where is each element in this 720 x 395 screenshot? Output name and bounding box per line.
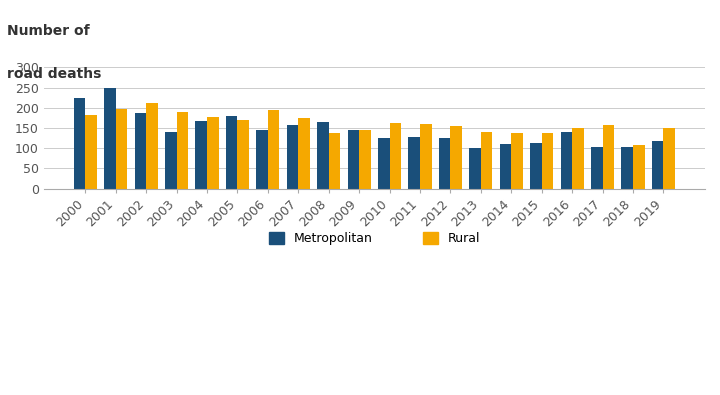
Bar — [378, 139, 390, 188]
Bar — [86, 115, 97, 188]
Bar — [390, 123, 401, 188]
Bar — [165, 132, 176, 188]
Bar — [196, 121, 207, 188]
Bar — [359, 130, 371, 188]
Bar — [104, 88, 116, 188]
Text: Number of: Number of — [7, 24, 90, 38]
Bar — [256, 130, 268, 188]
Bar — [663, 128, 675, 188]
Bar — [603, 125, 614, 188]
Bar — [561, 132, 572, 188]
Bar — [287, 125, 298, 188]
Text: road deaths: road deaths — [7, 67, 102, 81]
Bar — [207, 117, 219, 188]
Bar — [621, 147, 633, 188]
Bar — [500, 144, 511, 188]
Bar — [298, 118, 310, 188]
Bar — [226, 116, 238, 188]
Bar — [591, 147, 603, 188]
Bar — [238, 120, 249, 188]
Bar — [318, 122, 329, 188]
Legend: Metropolitan, Rural: Metropolitan, Rural — [269, 232, 480, 245]
Bar — [541, 133, 553, 188]
Bar — [451, 126, 462, 188]
Bar — [652, 141, 663, 188]
Bar — [73, 98, 86, 188]
Bar — [146, 103, 158, 188]
Bar — [572, 128, 584, 188]
Bar — [511, 133, 523, 188]
Bar — [439, 138, 451, 188]
Bar — [329, 133, 341, 188]
Bar — [530, 143, 541, 188]
Bar — [481, 132, 492, 188]
Bar — [469, 148, 481, 188]
Bar — [408, 137, 420, 188]
Bar — [633, 145, 644, 188]
Bar — [348, 130, 359, 188]
Bar — [420, 124, 431, 188]
Bar — [116, 109, 127, 188]
Bar — [268, 110, 279, 188]
Bar — [135, 113, 146, 188]
Bar — [176, 112, 188, 188]
